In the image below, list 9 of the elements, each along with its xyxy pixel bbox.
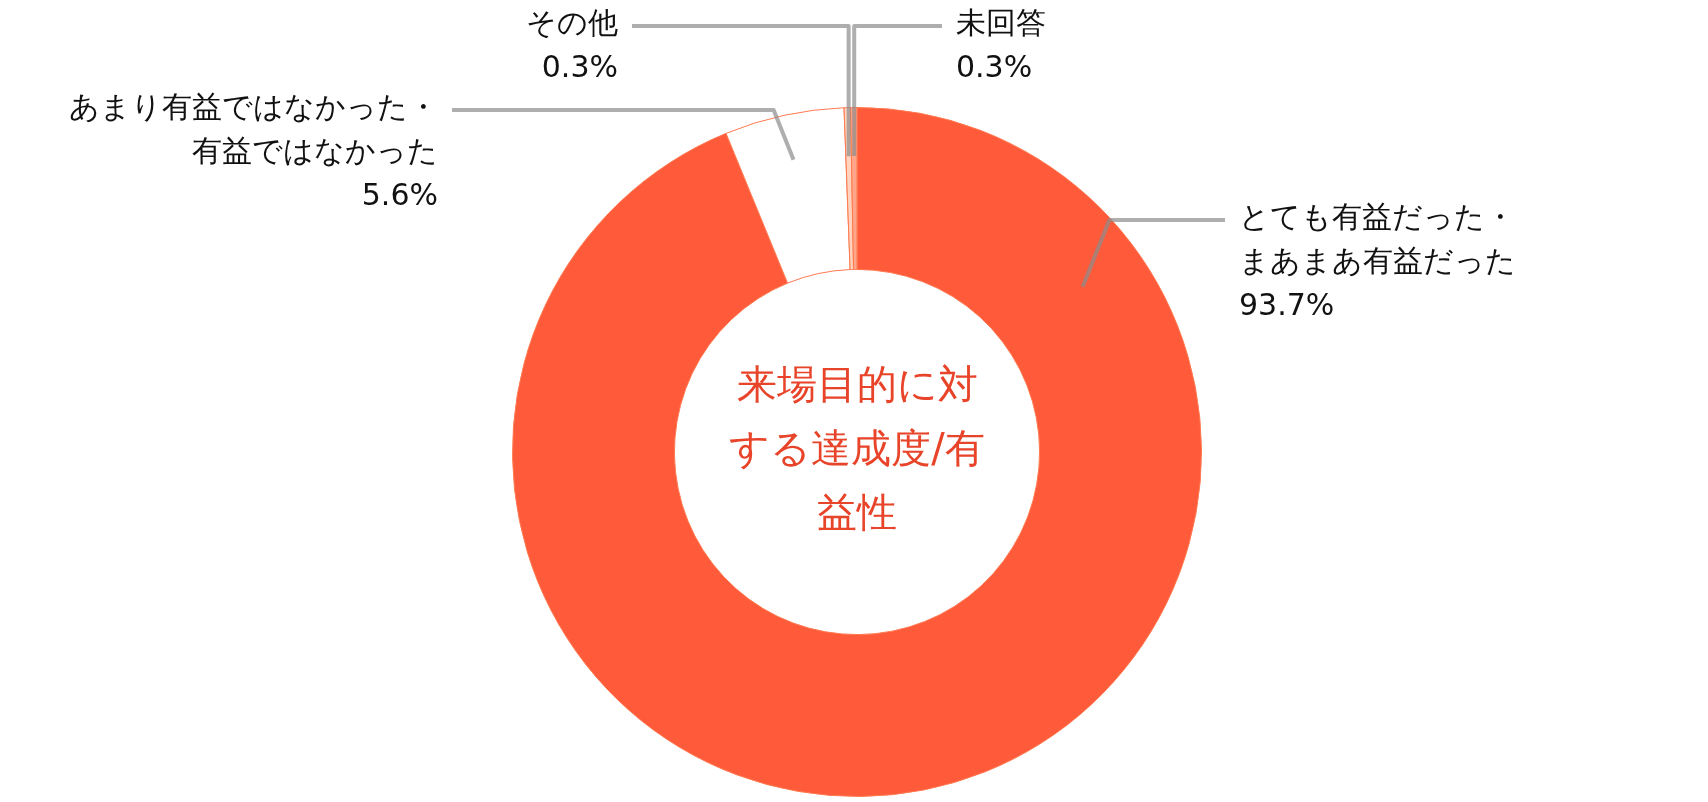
data-label: 0.3% xyxy=(956,48,1033,84)
data-label: 5.6% xyxy=(361,176,438,212)
slice-label: 未回答 xyxy=(956,4,1046,40)
slice-label: あまり有益ではなかった・有益ではなかった xyxy=(69,88,438,168)
text: 来場目的に対する達成度/有益性 xyxy=(728,360,986,537)
data-label: 93.7% xyxy=(1239,286,1335,322)
data-label: 0.3% xyxy=(541,48,618,84)
slice-label: とても有益だった・まあまあ有益だった xyxy=(1239,198,1516,278)
slice-label: その他 xyxy=(526,4,618,40)
